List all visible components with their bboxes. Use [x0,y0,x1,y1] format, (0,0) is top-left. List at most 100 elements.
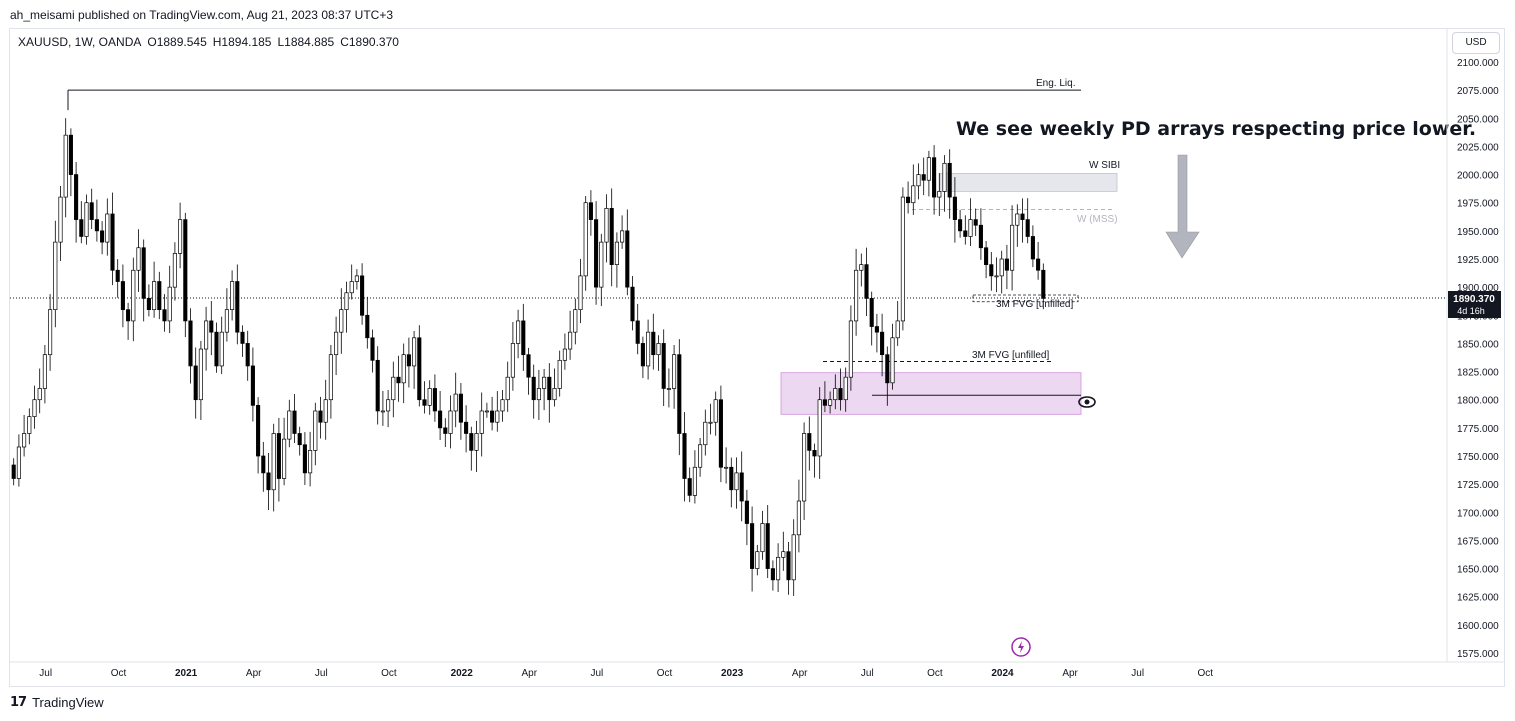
candle-body [672,354,677,389]
candle-body [822,399,827,406]
candle-body [984,247,989,265]
candle-body [412,337,417,367]
candle-body [958,219,963,232]
candle-body [802,433,807,502]
price-tick-label: 1725.000 [1457,480,1499,491]
candle-body [204,320,209,350]
candle-body [552,388,557,401]
candle-body [323,399,328,423]
candle-body [755,551,760,569]
price-chart[interactable]: Eng. Liq. We see weekly PD arrays respec… [0,0,1515,690]
time-axis[interactable]: Jul Oct 2021 Apr Jul Oct 2022 Apr Jul Oct 2023 Apr J… [10,661,1505,679]
candle-body [375,359,380,412]
date-tick-label: Oct [111,668,127,679]
candle-body [370,337,375,361]
price-tick-label: 1900.000 [1457,283,1499,294]
candle-body [302,444,307,474]
date-tick-label: Apr [246,668,262,679]
candle-body [63,134,68,198]
date-tick-label: Jul [39,668,52,679]
w-sibi-label: W SIBI [1089,160,1120,171]
candle-body [640,343,645,367]
date-tick-label: 2024 [991,668,1014,679]
candles-layer [11,118,1046,597]
candle-body [282,438,287,479]
candle-body [230,281,235,311]
candle-body [209,320,214,333]
candle-body [666,388,671,390]
candle-body [349,281,354,294]
candle-body [261,455,266,474]
price-tick-label: 1650.000 [1457,565,1499,576]
candle-body [250,365,255,406]
last-price-value: 1890.370 [1453,294,1495,305]
candle-body [172,253,177,288]
candle-body [422,399,427,406]
candle-body [126,309,131,322]
candle-body [495,410,500,423]
eye-icon[interactable] [1078,396,1096,408]
candle-body [328,354,333,401]
candle-body [16,446,21,479]
candle-body [978,224,983,249]
candle-body [396,376,401,384]
candle-body [287,410,292,440]
candle-body [240,331,245,344]
candle-body [963,230,968,237]
candle-body [27,416,32,434]
candle-body [22,433,27,448]
candle-body [271,433,276,491]
candle-body [968,219,973,237]
w-sibi-box [939,173,1118,192]
candle-body [115,269,120,282]
candle-body [926,157,931,181]
date-tick-label: Apr [522,668,538,679]
candle-body [120,281,125,311]
date-tick-label: Oct [657,668,673,679]
symbol-info-bar: XAUUSD, 1W, OANDA O1889.545 H1894.185 L1884… [18,35,405,49]
candle-body [744,500,749,524]
candle-body [906,196,911,204]
candle-body [219,331,224,367]
candle-body [510,343,515,378]
annotations-layer: Eng. Liq. We see weekly PD arrays respec… [956,78,1476,361]
price-tick-label: 1775.000 [1457,424,1499,435]
candle-body [817,399,822,457]
candle-body [604,207,609,243]
candle-body [443,427,448,434]
currency-button[interactable]: USD [1452,32,1500,54]
date-tick-label: 2023 [721,668,744,679]
candle-body [718,399,723,468]
candle-body [297,433,302,446]
replay-lightning-icon[interactable] [1011,637,1031,657]
candle-body [874,326,879,333]
candle-body [786,551,791,581]
footer-brand[interactable]: 17 TradingView [10,695,104,710]
candle-body [474,433,479,451]
chart-frame[interactable] [9,28,1505,687]
price-tick-label: 1850.000 [1457,339,1499,350]
price-tick-label: 2050.000 [1457,114,1499,125]
candle-body [193,365,198,401]
candle-body [146,298,151,311]
candle-body [952,196,957,220]
ohlc-low: L1884.885 [277,35,335,49]
candle-body [781,551,786,558]
candle-body [750,523,755,569]
candle-body [339,309,344,333]
price-tick-label: 1750.000 [1457,452,1499,463]
candle-body [157,281,162,311]
candle-body [848,320,853,378]
candle-body [791,534,796,581]
candle-body [521,320,526,356]
candle-body [536,388,541,401]
candle-body [235,281,240,333]
candle-body [1020,213,1025,220]
symbol-name[interactable]: XAUUSD, 1W, OANDA [18,35,142,49]
candle-body [807,433,812,451]
candle-body [438,410,443,429]
candle-body [152,281,157,311]
candle-body [308,450,313,474]
candle-body [594,219,599,288]
candle-body [692,466,697,496]
